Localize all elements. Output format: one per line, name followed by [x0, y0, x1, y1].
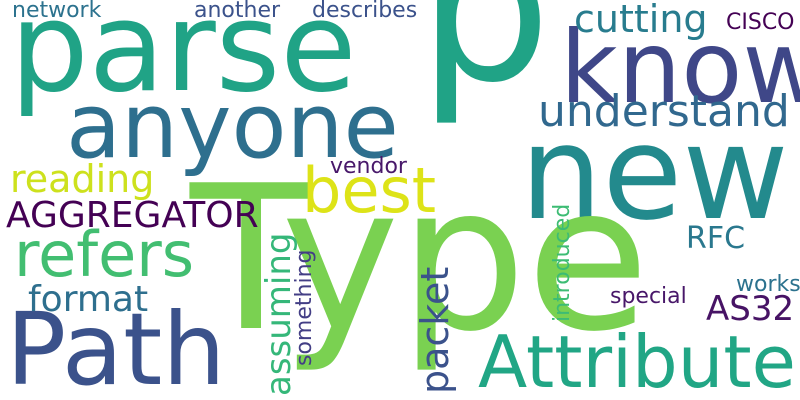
word-introduced: introduced: [550, 203, 575, 322]
word-cutting: cutting: [574, 0, 708, 41]
word-p: p: [418, 0, 552, 129]
word-aggregator: AGGREGATOR: [6, 195, 259, 236]
word-understand: understand: [538, 86, 790, 137]
word-special: special: [610, 284, 687, 309]
word-rfc: RFC: [686, 221, 746, 256]
word-packet: packet: [413, 266, 457, 394]
word-as32: AS32: [706, 289, 795, 329]
word-network: network: [12, 0, 102, 23]
word-describes: describes: [312, 0, 418, 23]
word-format: format: [28, 279, 149, 320]
word-path: Path: [6, 291, 226, 400]
word-attribute: Attribute: [478, 320, 796, 400]
word-another: another: [194, 0, 281, 23]
word-works: works: [736, 272, 800, 297]
word-vendor: vendor: [330, 154, 407, 179]
word-best: best: [302, 154, 437, 227]
word-new: new: [520, 97, 789, 249]
word-anyone: anyone: [66, 74, 399, 179]
word-cisco: CISCO: [726, 10, 795, 35]
word-type: Type: [190, 143, 650, 376]
word-refers: refers: [14, 218, 195, 291]
word-assuming: assuming: [259, 232, 299, 396]
word-know: know: [560, 9, 800, 126]
word-reading: reading: [10, 157, 155, 201]
word-parse: parse: [10, 0, 357, 120]
word-something: something: [292, 249, 317, 366]
